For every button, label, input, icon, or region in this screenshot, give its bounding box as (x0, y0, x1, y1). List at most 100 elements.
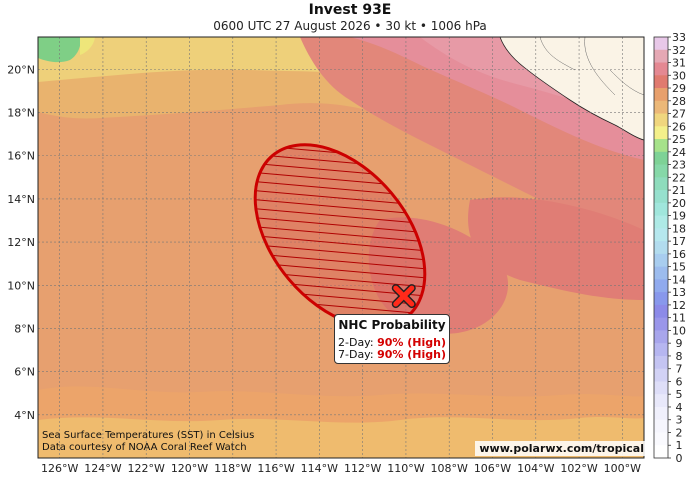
colorbar-tick-label: 20 (672, 197, 686, 210)
colorbar-tick-label: 31 (672, 57, 686, 70)
latitude-tick-label: 10°N (7, 279, 35, 292)
grid-lines (38, 37, 644, 458)
colorbar-tick-label: 5 (676, 388, 683, 401)
colorbar-tick-label: 8 (676, 350, 683, 363)
colorbar-tick-label: 3 (676, 414, 683, 427)
longitude-tick-label: 118°W (214, 462, 251, 475)
colorbar-tick-label: 26 (672, 120, 686, 133)
colorbar-swatch (654, 445, 668, 459)
colorbar-swatch (654, 88, 668, 102)
colorbar-swatch (654, 202, 668, 217)
colorbar-tick-label: 18 (672, 222, 686, 235)
two-day-label: 2-Day: (338, 336, 374, 349)
colorbar-tick-label: 1 (676, 439, 683, 452)
colorbar-tick-label: 12 (672, 299, 686, 312)
credit-line-2: Data courtesy of NOAA Coral Reef Watch (42, 442, 247, 453)
colorbar-swatch (654, 228, 668, 242)
colorbar-swatch (654, 292, 668, 306)
colorbar-tick-label: 10 (672, 324, 686, 337)
colorbar-tick-label: 15 (672, 261, 686, 274)
colorbar-swatch (654, 241, 668, 255)
colorbar-swatch (654, 355, 668, 370)
colorbar-tick-label: 29 (672, 82, 686, 95)
colorbar-swatch (654, 100, 668, 115)
colorbar-swatch (654, 279, 668, 293)
colorbar-tick-label: 33 (672, 31, 686, 44)
colorbar-tick-label: 23 (672, 159, 686, 172)
colorbar-swatch (654, 49, 668, 64)
longitude-tick-label: 112°W (344, 462, 381, 475)
colorbar-swatch (654, 62, 668, 76)
colorbar-swatch (654, 126, 668, 140)
credit-text: Sea Surface Temperatures (SST) in Celsiu… (42, 430, 254, 454)
colorbar-tick-label: 7 (676, 363, 683, 376)
latitude-tick-label: 6°N (14, 366, 35, 379)
colorbar-tick-label: 30 (672, 69, 686, 82)
colorbar-swatch (654, 381, 668, 395)
longitude-tick-label: 116°W (257, 462, 294, 475)
colorbar-frame (653, 36, 669, 459)
colorbar-tick-label: 25 (672, 133, 686, 146)
two-day-line: 2-Day: 90% (High) (338, 337, 449, 349)
longitude-tick-label: 120°W (171, 462, 208, 475)
colorbar-tick-label: 14 (672, 273, 686, 286)
colorbar-tick-label: 24 (672, 146, 686, 159)
longitude-tick-label: 122°W (128, 462, 165, 475)
longitude-tick-label: 104°W (517, 462, 554, 475)
longitude-tick-label: 100°W (604, 462, 641, 475)
colorbar-swatch (654, 37, 668, 51)
website-link[interactable]: www.polarwx.com/tropical (475, 441, 648, 456)
credit-line-1: Sea Surface Temperatures (SST) in Celsiu… (42, 430, 255, 441)
colorbar-tick-label: 32 (672, 44, 686, 57)
colorbar-swatch (654, 419, 668, 433)
colorbar-tick-label: 16 (672, 248, 686, 261)
seven-day-value: 90% (High) (377, 348, 447, 361)
storm-center-x-icon (391, 284, 416, 309)
colorbar-swatch (654, 266, 668, 280)
colorbar-swatch (654, 190, 668, 204)
colorbar-tick-label: 4 (676, 401, 683, 414)
sst-field (38, 37, 644, 458)
colorbar-swatch (654, 394, 668, 408)
colorbar-swatch (654, 406, 668, 421)
probability-title: NHC Probability (338, 318, 446, 332)
longitude-tick-label: 124°W (84, 462, 121, 475)
seven-day-label: 7-Day: (338, 348, 374, 361)
colorbar-swatch (654, 343, 668, 357)
colorbar-swatch (654, 164, 668, 178)
colorbar-swatch (654, 151, 668, 166)
latitude-tick-label: 4°N (14, 409, 35, 422)
latitude-tick-label: 14°N (7, 193, 35, 206)
colorbar-tick-label: 22 (672, 171, 686, 184)
page-subtitle: 0600 UTC 27 August 2026 • 30 kt • 1006 h… (213, 19, 487, 33)
longitude-tick-label: 110°W (387, 462, 424, 475)
colorbar-swatch (654, 432, 668, 446)
latitude-tick-label: 8°N (14, 322, 35, 335)
colorbar-swatch (654, 139, 668, 153)
colorbar-tick-label: 9 (676, 337, 683, 350)
colorbar-swatch (654, 177, 668, 191)
colorbar-swatch (654, 317, 668, 331)
colorbar-swatch (654, 113, 668, 127)
colorbar-tick-label: 17 (672, 235, 686, 248)
longitude-tick-label: 108°W (431, 462, 468, 475)
colorbar-swatch (654, 368, 668, 382)
seven-day-line: 7-Day: 90% (High) (338, 349, 449, 361)
probability-box: NHC Probability 2-Day: 90% (High) 7-Day:… (334, 314, 450, 364)
page-title: Invest 93E (308, 2, 392, 18)
colorbar-tick-label: 0 (676, 452, 683, 465)
longitude-labels: 126°W 124°W 122°W 120°W 118°W 116°W 114°W 112°W… (41, 462, 641, 475)
longitude-tick-label: 126°W (41, 462, 78, 475)
longitude-tick-label: 114°W (301, 462, 338, 475)
colorbar-tick-label: 6 (676, 375, 683, 388)
latitude-tick-label: 12°N (7, 236, 35, 249)
latitude-tick-label: 20°N (7, 63, 35, 76)
latitude-tick-label: 18°N (7, 107, 35, 120)
latitude-tick-label: 16°N (7, 150, 35, 163)
colorbar-tick-label: 2 (676, 426, 683, 439)
colorbar-tick-label: 19 (672, 210, 686, 223)
colorbar-swatch (654, 75, 668, 89)
colorbar-tick-label: 13 (672, 286, 686, 299)
two-day-value: 90% (High) (377, 336, 447, 349)
colorbar-swatch (654, 215, 668, 229)
